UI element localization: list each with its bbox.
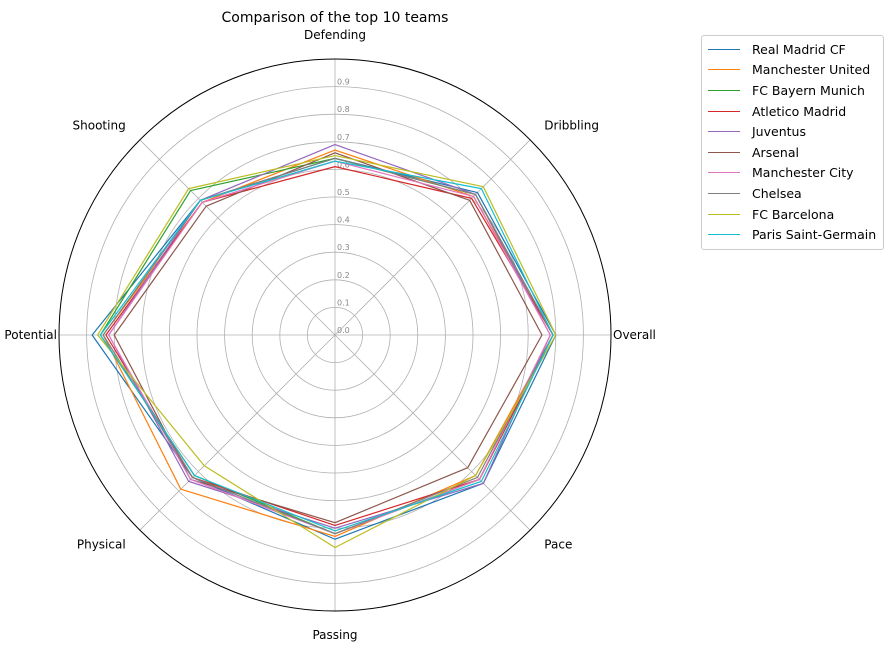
legend-label: FC Bayern Munich [752,82,865,98]
radial-tick-label: 0.9 [337,78,350,87]
radial-tick-label: 0.3 [337,243,350,252]
grid-spoke [334,334,531,531]
legend-swatch [708,213,740,215]
legend-label: Chelsea [752,185,802,201]
series-line [102,157,554,535]
chart-title: Comparison of the top 10 teams [222,10,449,26]
axis-label: Overall [613,328,656,342]
legend-item: Manchester United [702,60,883,81]
grid-spoke [139,139,336,336]
legend-swatch [708,192,740,194]
legend-label: Real Madrid CF [752,41,846,57]
axis-label: Potential [4,328,57,342]
legend-item: Real Madrid CF [702,39,883,60]
legend-label: Arsenal [752,144,799,160]
series-line [105,166,554,527]
legend-item: Chelsea [702,183,883,204]
radial-tick-label: 0.0 [337,326,350,335]
axis-label: Dribbling [544,119,599,133]
radial-tick-label: 0.4 [337,216,350,225]
legend-item: FC Barcelona [702,204,883,225]
legend-swatch [708,131,740,133]
legend-swatch [708,151,740,153]
legend-label: Manchester City [752,165,854,181]
legend-item: Paris Saint-Germain [702,224,883,245]
axis-label: Shooting [73,119,126,133]
legend-item: Manchester City [702,163,883,184]
axis-label: Passing [312,628,357,642]
legend-swatch [708,69,740,71]
legend-label: FC Barcelona [752,206,835,222]
grid-spoke [139,334,336,531]
legend-label: Atletico Madrid [752,103,847,119]
legend-swatch [708,110,740,112]
axis-labels: Overall Dribbling Defending Shooting Potenti… [4,28,655,642]
legend-swatch [708,172,740,174]
radial-tick-label: 0.2 [337,271,350,280]
polar-frame [58,58,612,612]
axis-label: Physical [77,537,126,551]
legend-label: Manchester United [752,62,871,78]
legend-swatch [708,89,740,91]
grid-spoke [334,139,531,336]
series-line [91,157,557,540]
axis-label: Defending [304,28,366,42]
radial-tick-label: 0.5 [337,188,350,197]
radial-tick-label: 0.7 [337,133,350,142]
legend-item: Juventus [702,121,883,142]
legend-label: Juventus [752,124,806,140]
legend-item: Arsenal [702,142,883,163]
legend-label: Paris Saint-Germain [752,227,877,243]
legend-swatch [708,234,740,236]
legend-item: FC Bayern Munich [702,80,883,101]
series-line [99,160,554,532]
axis-label: Pace [544,537,572,551]
legend: Real Madrid CF Manchester United FC Bayern… [701,35,884,250]
radial-tick-label: 0.6 [337,160,350,169]
legend-item: Atletico Madrid [702,101,883,122]
radial-tick-label: 0.8 [337,105,350,114]
series-layer [91,143,557,549]
legend-swatch [708,48,740,50]
radial-tick-label: 0.1 [337,298,350,307]
series-line [99,157,554,535]
